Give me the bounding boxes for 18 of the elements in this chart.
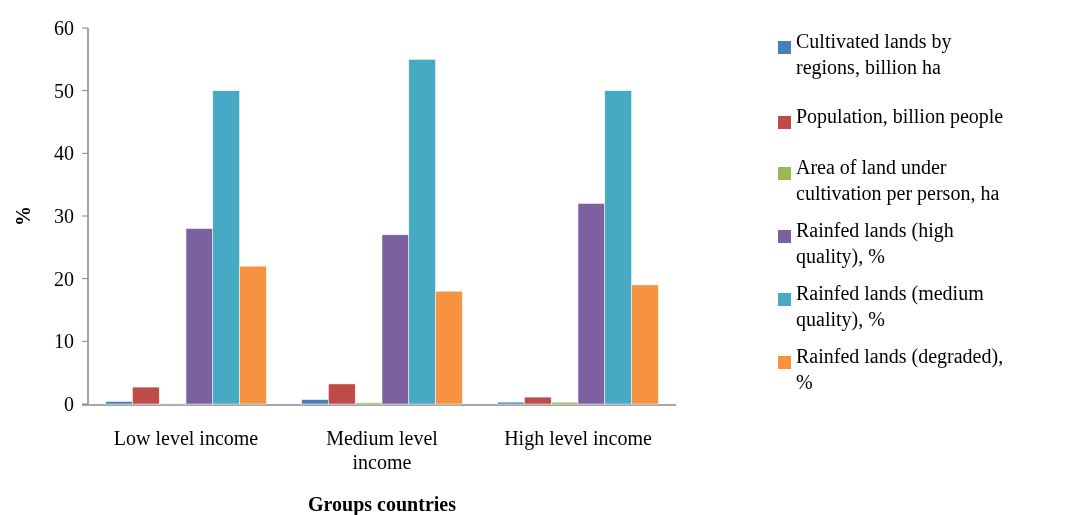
y-tick-label: 0: [64, 393, 74, 415]
y-tick-label: 30: [54, 205, 74, 227]
y-tick-label: 10: [54, 330, 74, 353]
x-tick-label: High level income: [504, 427, 652, 450]
legend-label: Cultivated lands by regions, billion ha: [796, 30, 952, 79]
legend-label: Rainfed lands (medium quality), %: [796, 282, 985, 331]
y-tick-label: 50: [54, 79, 74, 102]
x-tick-label: Medium level income: [326, 427, 439, 473]
y-tick-label: 20: [54, 267, 74, 290]
x-axis-title: Groups countries: [308, 493, 457, 515]
y-tick-label: 60: [54, 17, 74, 39]
legend-label: Rainfed lands (high quality), %: [796, 219, 954, 268]
y-tick-label: 40: [54, 142, 74, 165]
legend-label: Rainfed lands (degraded), %: [796, 345, 1004, 393]
legend-label: Population, billion people: [796, 105, 1004, 128]
x-tick-label: Low level income: [113, 427, 259, 449]
y-axis-title: %: [12, 206, 34, 226]
legend-label: Area of land under cultivation per person, ha: [796, 156, 1000, 205]
